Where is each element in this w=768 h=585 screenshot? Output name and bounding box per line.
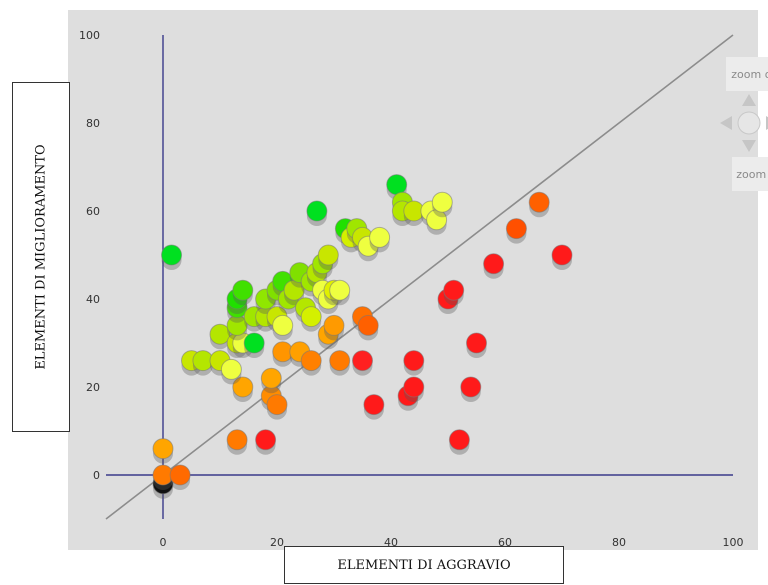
x-axis-label: ELEMENTI DI AGGRAVIO [337,557,511,573]
data-point-marker[interactable] [300,350,322,372]
data-point-marker[interactable] [505,218,527,240]
data-point[interactable] [551,244,573,270]
data-point-marker[interactable] [152,438,174,460]
data-point[interactable] [443,279,465,306]
data-point[interactable] [226,314,248,341]
data-point-marker[interactable] [220,358,242,380]
pan-arrows-icon[interactable] [718,92,768,154]
x-tick-label: 60 [498,536,512,549]
x-tick-label: 40 [384,536,398,549]
data-point[interactable] [505,218,527,244]
data-point-marker[interactable] [460,376,482,398]
data-point-marker[interactable] [386,174,408,196]
data-point-marker[interactable] [209,323,231,345]
data-point-marker[interactable] [169,464,191,486]
data-point-marker[interactable] [551,244,573,266]
y-tick-label: 20 [86,381,100,394]
data-point[interactable] [403,350,425,376]
data-point[interactable] [243,332,265,358]
y-tick-label: 0 [93,469,100,482]
data-point-marker[interactable] [300,306,322,328]
data-point[interactable] [460,376,482,402]
data-point[interactable] [431,191,453,218]
data-point-marker[interactable] [431,191,453,213]
data-point[interactable] [352,350,373,376]
scatter-chart: 0 20 40 60 80 100 0 20 40 60 80 100 [79,29,744,549]
data-point-marker[interactable] [226,429,248,451]
data-point[interactable] [192,350,214,376]
data-point-marker[interactable] [329,279,351,301]
data-point-marker[interactable] [466,332,487,354]
data-point-marker[interactable] [443,279,465,301]
data-point[interactable] [272,341,294,367]
data-point[interactable] [300,306,322,332]
data-point[interactable] [369,226,391,253]
data-point[interactable] [329,279,351,306]
data-point[interactable] [357,314,379,341]
data-point[interactable] [255,429,277,455]
data-point[interactable] [323,314,345,341]
data-point-marker[interactable] [352,350,373,372]
y-tick-label: 40 [86,293,100,306]
data-point[interactable] [260,367,282,394]
data-point[interactable] [317,244,339,270]
data-point-marker[interactable] [232,279,254,301]
data-point[interactable] [232,376,254,402]
x-tick-label: 0 [160,536,167,549]
data-point-marker[interactable] [243,332,265,354]
x-tick-label: 100 [723,536,744,549]
data-point[interactable] [272,314,294,341]
data-point[interactable] [169,464,191,490]
data-point[interactable] [363,394,385,420]
x-tick-label: 80 [612,536,626,549]
y-axis-label: ELEMENTI DI MIGLIORAMENTO [33,144,49,370]
data-point[interactable] [306,200,328,226]
data-point-marker[interactable] [403,376,425,398]
data-point-marker[interactable] [483,253,505,275]
x-tick-label: 20 [270,536,284,549]
data-point[interactable] [266,394,288,420]
data-point-marker[interactable] [369,226,391,248]
data-point-marker[interactable] [255,429,277,451]
data-point[interactable] [466,332,487,358]
plot-area[interactable]: 0 20 40 60 80 100 0 20 40 60 80 100 zoom out zoom i… [68,10,768,550]
data-point[interactable] [220,358,242,385]
data-point-marker[interactable] [323,314,345,336]
data-point-marker[interactable] [357,314,379,336]
data-point[interactable] [403,200,425,226]
x-axis-label-box: ELEMENTI DI AGGRAVIO [284,546,564,584]
y-tick-label: 100 [79,29,100,42]
data-point-marker[interactable] [260,367,282,389]
data-point[interactable] [329,350,351,376]
reference-line [105,34,734,520]
data-point[interactable] [226,429,248,455]
data-point-marker[interactable] [232,376,254,398]
data-point-marker[interactable] [528,191,550,213]
data-point[interactable] [300,350,322,376]
y-tick-label: 60 [86,205,100,218]
data-point[interactable] [483,253,505,279]
zoom-out-button[interactable]: zoom out [726,57,768,91]
data-point-marker[interactable] [161,244,183,266]
data-point-marker[interactable] [266,394,288,416]
data-point[interactable] [448,429,470,455]
data-point-marker[interactable] [329,350,351,372]
zoom-in-button[interactable]: zoom in [732,157,768,191]
data-point[interactable] [403,376,425,402]
data-point[interactable] [209,323,231,350]
data-point[interactable] [528,191,550,218]
data-point-marker[interactable] [272,314,294,336]
y-tick-label: 80 [86,117,100,130]
data-point-marker[interactable] [448,429,470,451]
data-point[interactable] [161,244,183,270]
data-point-marker[interactable] [363,394,385,416]
data-point[interactable] [232,279,254,306]
data-point-marker[interactable] [306,200,328,222]
y-axis-label-box: ELEMENTI DI MIGLIORAMENTO [12,82,70,432]
data-point[interactable] [152,438,174,464]
data-point-marker[interactable] [403,350,425,372]
data-point-marker[interactable] [317,244,339,266]
